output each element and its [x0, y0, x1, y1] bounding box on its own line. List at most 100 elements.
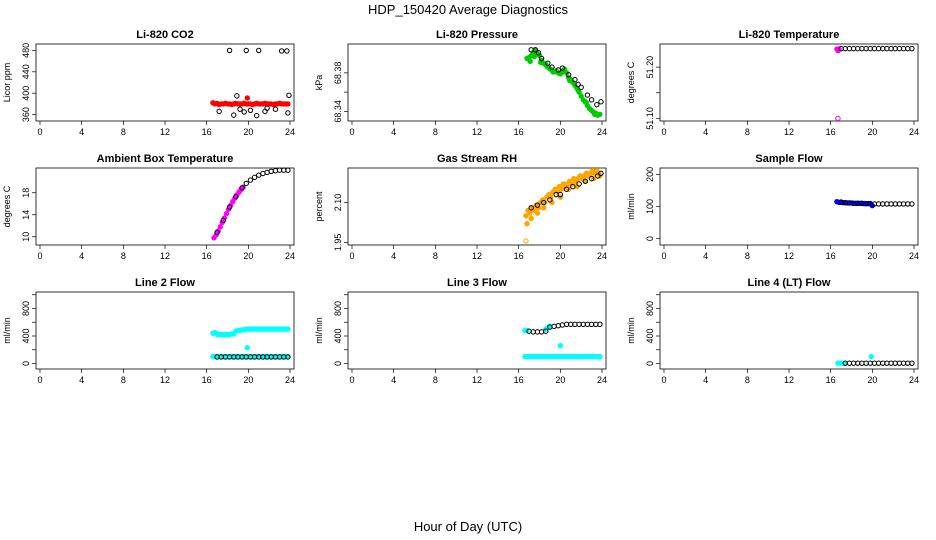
y-tick-label: 440 [21, 64, 31, 79]
data-point [570, 183, 576, 190]
y-tick-label: 0 [645, 361, 655, 366]
data-point [550, 69, 556, 75]
x-tick-label: 4 [79, 251, 84, 261]
plot-frame [659, 43, 919, 122]
data-point [243, 180, 249, 187]
plot-frame [347, 167, 607, 246]
chart-panel-9: Line 4 (LT) Flow 0 4 8 12 16 20 24 0 400 800 ml/min [626, 277, 919, 385]
y-axis-label: ml/min [626, 317, 636, 344]
x-tick-label: 0 [661, 251, 666, 261]
data-point [576, 181, 582, 187]
x-tick-label: 24 [909, 127, 919, 137]
y-tick-label: 51.20 [645, 56, 655, 79]
data-point [262, 108, 268, 115]
panel-title: Li-820 CO2 [136, 29, 193, 41]
data-point [597, 321, 603, 328]
data-point [909, 45, 915, 52]
chart-panel-5: Gas Stream RH 0 4 8 12 16 20 24 1.95 2.10 percent [314, 153, 607, 261]
y-tick-label: 0 [21, 361, 31, 366]
data-point [558, 70, 565, 76]
y-axis-label: ml/min [314, 317, 324, 344]
x-tick-label: 12 [472, 251, 482, 261]
y-axis-label: ml/min [626, 193, 636, 220]
y-axis-label: percent [314, 191, 324, 222]
data-point [528, 215, 534, 222]
data-point [835, 115, 841, 122]
data-point [909, 201, 915, 207]
chart-panel-7: Line 2 Flow 0 4 8 12 16 20 24 0 400 800 ml/min [2, 277, 295, 385]
data-point [598, 170, 604, 177]
panel-title: Li-820 Temperature [739, 29, 840, 41]
x-tick-label: 20 [867, 251, 877, 261]
x-tick-label: 12 [784, 251, 794, 261]
x-tick-label: 0 [661, 127, 666, 137]
data-point [575, 81, 581, 88]
data-point [588, 175, 595, 182]
x-tick-label: 16 [202, 375, 212, 385]
data-point [532, 47, 539, 53]
x-tick-label: 4 [703, 127, 708, 137]
x-tick-label: 8 [433, 127, 438, 137]
data-point [598, 99, 604, 105]
data-point [540, 205, 547, 211]
x-tick-label: 12 [784, 375, 794, 385]
y-tick-label: 51.10 [645, 107, 655, 130]
x-tick-label: 8 [121, 375, 126, 385]
x-tick-label: 20 [867, 375, 877, 385]
x-tick-label: 12 [160, 127, 170, 137]
data-point [217, 224, 223, 230]
x-tick-label: 4 [703, 375, 708, 385]
data-point [524, 221, 530, 227]
x-tick-label: 24 [909, 375, 919, 385]
y-tick-label: 400 [21, 86, 31, 101]
data-point [285, 326, 291, 332]
data-point [220, 217, 227, 223]
data-point [523, 213, 529, 219]
y-tick-label: 1.95 [333, 234, 343, 252]
data-point [582, 178, 589, 184]
y-tick-label: 14 [21, 210, 31, 220]
data-point [285, 167, 291, 173]
data-point [909, 360, 915, 366]
data-point [569, 181, 575, 187]
panel-title: Ambient Box Temperature [97, 153, 234, 165]
chart-panel-2: Li-820 Pressure 0 4 8 12 16 20 24 68.34 68.38 kPa [314, 29, 607, 137]
x-tick-label: 20 [243, 251, 253, 261]
data-point [243, 47, 249, 54]
y-tick-label: 0 [333, 361, 343, 366]
x-tick-label: 4 [79, 375, 84, 385]
data-point [253, 112, 260, 119]
plot-frame [659, 291, 919, 370]
data-point [545, 60, 551, 66]
x-tick-label: 24 [597, 251, 607, 261]
x-tick-label: 24 [909, 251, 919, 261]
y-tick-label: 800 [645, 301, 655, 316]
data-point [583, 100, 590, 106]
data-point [534, 202, 541, 208]
data-point [223, 210, 230, 217]
x-tick-label: 24 [285, 127, 295, 137]
x-tick-label: 20 [555, 251, 565, 261]
panel-title: Line 2 Flow [135, 277, 195, 289]
y-axis-label: ml/min [2, 317, 12, 344]
y-tick-label: 800 [333, 301, 343, 316]
data-point [239, 185, 245, 191]
x-tick-label: 16 [826, 251, 836, 261]
data-point [538, 55, 545, 62]
data-point [563, 186, 570, 192]
data-point [588, 97, 595, 103]
chart-panel-1: Li-820 CO2 0 4 8 12 16 20 24 360 400 440 480 Licor p… [2, 29, 295, 137]
data-point [286, 92, 292, 99]
data-point [285, 110, 291, 116]
x-tick-label: 16 [826, 127, 836, 137]
data-point [531, 53, 537, 60]
data-point [523, 238, 529, 244]
data-point [251, 174, 258, 181]
y-tick-label: 10 [21, 232, 31, 242]
y-tick-label: 400 [21, 328, 31, 343]
data-point [527, 210, 533, 216]
data-point [543, 328, 549, 334]
data-point [555, 322, 561, 329]
chart-panel-6: Sample Flow 0 4 8 12 16 20 24 0 100 200 ml/min [626, 153, 919, 261]
